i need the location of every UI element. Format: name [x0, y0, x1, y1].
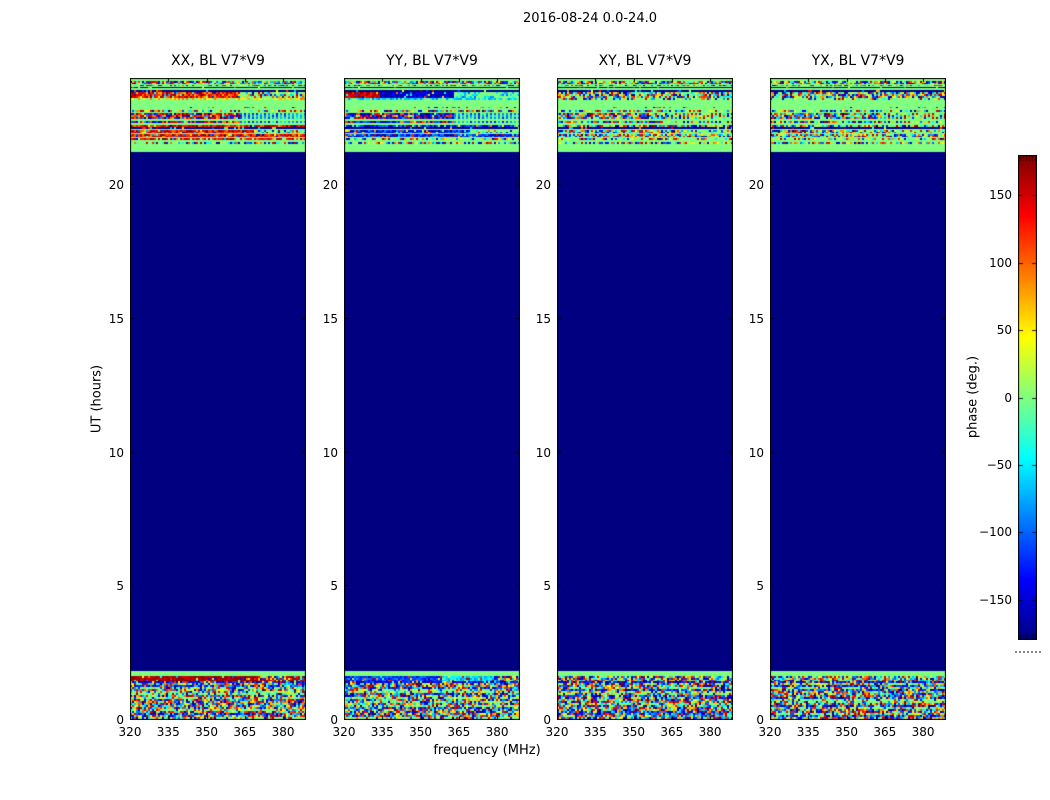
y-tick-label: 15 [322, 311, 338, 326]
y-tick-label: 10 [108, 445, 124, 460]
heatmap-canvas-xx [130, 78, 306, 720]
heatmap-canvas-xy [557, 78, 733, 720]
colorbar-extend-dots [1015, 651, 1041, 653]
colorbar: phase (deg.) 150 100 50 0 −50 −100 −150 [966, 155, 1041, 653]
y-tick-label: 5 [543, 579, 551, 594]
x-tick-label: 335 [796, 725, 820, 739]
y-tick-label: 20 [748, 178, 764, 192]
y-tick-label: 0 [756, 713, 764, 727]
panel-title-xx: XX, BL V7*V9 [171, 53, 265, 69]
x-tick-label: 380 [271, 725, 295, 739]
colorbar-tick-label: −150 [979, 592, 1012, 607]
x-tick-label: 350 [622, 725, 645, 739]
x-tick-label: 365 [447, 725, 471, 739]
y-tick-label: 0 [543, 713, 551, 727]
colorbar-tick-label: 0 [1004, 390, 1012, 405]
x-tick-label: 320 [118, 725, 142, 739]
y-tick-label: 15 [748, 311, 764, 326]
y-tick-label: 20 [535, 178, 551, 192]
x-tick-label: 380 [485, 725, 509, 739]
heatmap-panel-yy: YY, BL V7*V9 0 5 10 15 20 320 335 350 365 380 [323, 53, 520, 739]
y-axis-label: UT (hours) [89, 364, 105, 434]
y-tick-label: 20 [108, 178, 124, 192]
x-tick-label: 380 [911, 725, 935, 739]
colorbar-tick-label: 100 [989, 255, 1012, 270]
x-tick-label: 365 [873, 725, 897, 739]
heatmap-canvas-yy [344, 78, 520, 720]
x-tick-label: 335 [156, 725, 180, 739]
heatmap-panel-yx: YX, BL V7*V9 0 5 10 15 20 320 335 350 365 380 [749, 53, 946, 739]
x-tick-label: 350 [195, 725, 218, 739]
y-tick-label: 10 [748, 445, 764, 460]
colorbar-tick-label: −50 [986, 457, 1012, 472]
x-tick-label: 365 [233, 725, 257, 739]
panel-title-xy: XY, BL V7*V9 [598, 53, 692, 69]
x-tick-label: 365 [660, 725, 684, 739]
heatmap-panel-xx: XX, BL V7*V9 0 5 10 15 20 320 335 350 365 380 [109, 53, 306, 739]
colorbar-tick-label: 50 [996, 323, 1012, 338]
figure-title: 2016-08-24 0.0-24.0 [523, 11, 657, 26]
y-tick-label: 15 [108, 311, 124, 326]
y-tick-label: 10 [535, 445, 551, 460]
y-tick-label: 10 [322, 445, 338, 460]
y-tick-label: 0 [116, 713, 124, 727]
y-tick-label: 5 [116, 579, 124, 594]
x-tick-label: 350 [409, 725, 432, 739]
x-tick-label: 350 [835, 725, 858, 739]
heatmap-canvas-yx [770, 78, 946, 720]
colorbar-tick-label: −100 [979, 525, 1012, 540]
y-tick-label: 0 [330, 713, 338, 727]
y-tick-label: 5 [756, 579, 764, 594]
x-tick-label: 320 [332, 725, 356, 739]
x-tick-label: 320 [758, 725, 782, 739]
colorbar-canvas [1018, 155, 1037, 640]
x-tick-label: 320 [545, 725, 569, 739]
panel-title-yx: YX, BL V7*V9 [811, 53, 905, 69]
panel-title-yy: YY, BL V7*V9 [386, 53, 478, 69]
heatmap-panel-xy: XY, BL V7*V9 0 5 10 15 20 320 335 350 365 380 [536, 53, 733, 739]
x-tick-label: 380 [698, 725, 722, 739]
colorbar-tick-label: 150 [989, 188, 1012, 203]
x-tick-label: 335 [583, 725, 607, 739]
x-tick-label: 335 [370, 725, 394, 739]
y-tick-label: 20 [322, 178, 338, 192]
y-tick-label: 5 [330, 579, 338, 594]
y-tick-label: 15 [535, 311, 551, 326]
x-axis-label: frequency (MHz) [433, 743, 541, 758]
